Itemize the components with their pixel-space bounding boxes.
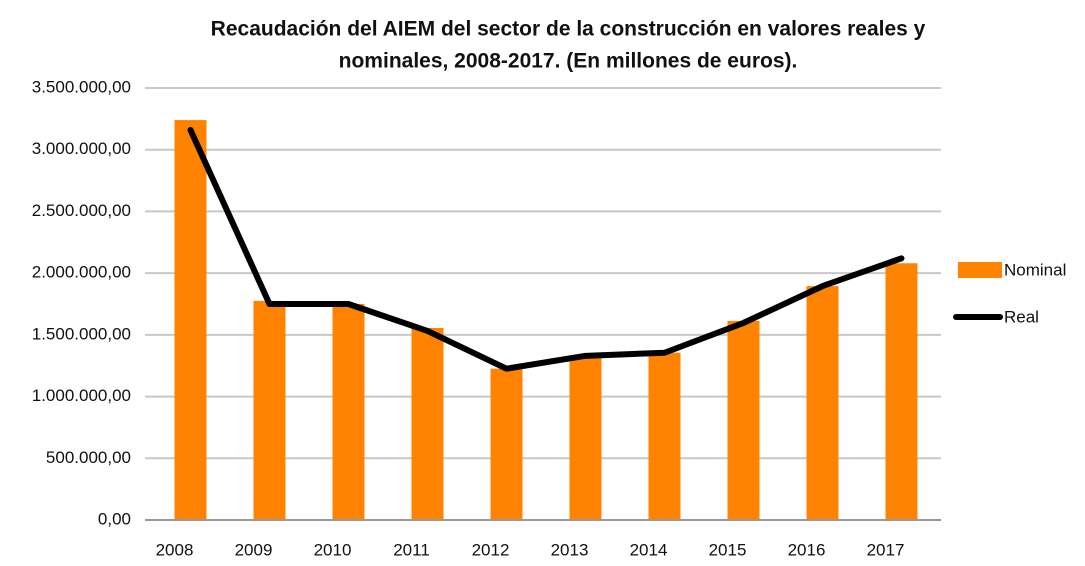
x-tick-label: 2016 bbox=[788, 540, 826, 559]
chart-title: nominales, 2008-2017. (En millones de eu… bbox=[339, 50, 798, 73]
bar bbox=[332, 304, 365, 520]
y-tick-label: 3.500.000,00 bbox=[32, 77, 131, 96]
chart-title: Recaudación del AIEM del sector de la co… bbox=[211, 18, 926, 41]
x-tick-label: 2013 bbox=[551, 540, 589, 559]
legend-label: Real bbox=[1004, 307, 1039, 326]
bar bbox=[569, 357, 602, 520]
bar bbox=[727, 320, 760, 520]
bar bbox=[885, 263, 918, 520]
bar bbox=[411, 327, 444, 520]
y-tick-label: 500.000,00 bbox=[46, 448, 131, 467]
y-tick-label: 0,00 bbox=[98, 509, 131, 528]
x-tick-label: 2017 bbox=[867, 540, 905, 559]
bar bbox=[648, 352, 681, 520]
bar bbox=[490, 368, 523, 520]
bar bbox=[806, 286, 839, 520]
legend-swatch bbox=[958, 262, 1002, 278]
x-tick-label: 2008 bbox=[156, 540, 194, 559]
x-tick-label: 2010 bbox=[314, 540, 352, 559]
x-tick-label: 2012 bbox=[472, 540, 510, 559]
x-tick-label: 2009 bbox=[235, 540, 273, 559]
y-tick-label: 1.500.000,00 bbox=[32, 324, 131, 343]
x-tick-label: 2015 bbox=[709, 540, 747, 559]
bar bbox=[253, 300, 286, 520]
line bbox=[187, 126, 905, 372]
legend-label: Nominal bbox=[1004, 260, 1066, 279]
y-tick-label: 2.500.000,00 bbox=[32, 201, 131, 220]
y-tick-label: 1.000.000,00 bbox=[32, 386, 131, 405]
bar bbox=[174, 120, 207, 520]
x-tick-label: 2011 bbox=[393, 540, 430, 559]
x-tick-label: 2014 bbox=[630, 540, 668, 559]
y-tick-label: 3.000.000,00 bbox=[32, 139, 131, 158]
y-tick-label: 2.000.000,00 bbox=[32, 263, 131, 282]
